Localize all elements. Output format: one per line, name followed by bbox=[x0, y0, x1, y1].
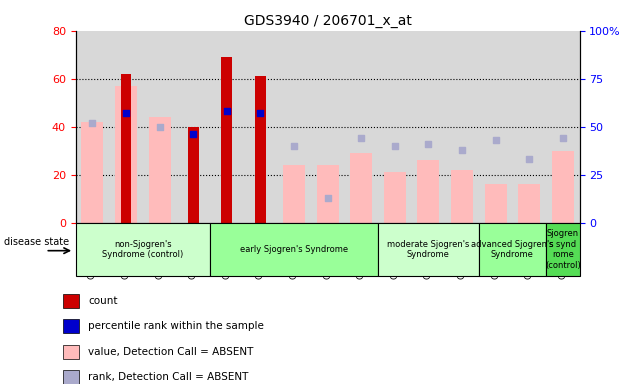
Text: percentile rank within the sample: percentile rank within the sample bbox=[88, 321, 264, 331]
Title: GDS3940 / 206701_x_at: GDS3940 / 206701_x_at bbox=[244, 14, 411, 28]
Text: value, Detection Call = ABSENT: value, Detection Call = ABSENT bbox=[88, 347, 253, 357]
Point bbox=[222, 108, 232, 114]
Bar bbox=[188, 127, 198, 223]
Text: count: count bbox=[88, 296, 118, 306]
Text: Sjogren
s synd
rome
(control): Sjogren s synd rome (control) bbox=[545, 230, 581, 270]
Text: rank, Detection Call = ABSENT: rank, Detection Call = ABSENT bbox=[88, 372, 249, 382]
Text: non-Sjogren's
Syndrome (control): non-Sjogren's Syndrome (control) bbox=[102, 240, 183, 259]
Text: disease state: disease state bbox=[4, 237, 69, 247]
Bar bbox=[63, 294, 79, 308]
Bar bbox=[378, 223, 479, 276]
Point bbox=[154, 124, 164, 130]
Text: early Sjogren's Syndrome: early Sjogren's Syndrome bbox=[240, 245, 348, 254]
Bar bbox=[479, 223, 546, 276]
Bar bbox=[384, 172, 406, 223]
Point bbox=[289, 143, 299, 149]
Bar bbox=[317, 165, 338, 223]
Bar bbox=[115, 86, 137, 223]
Bar bbox=[63, 319, 79, 333]
Bar bbox=[63, 370, 79, 384]
Point bbox=[356, 135, 366, 141]
Bar bbox=[484, 184, 507, 223]
Bar bbox=[221, 57, 232, 223]
Bar bbox=[76, 223, 210, 276]
Point bbox=[491, 137, 501, 143]
Bar bbox=[81, 122, 103, 223]
Point bbox=[457, 147, 467, 153]
Bar bbox=[418, 161, 439, 223]
Bar bbox=[546, 223, 580, 276]
Point bbox=[524, 156, 534, 162]
Point bbox=[188, 131, 198, 137]
Bar bbox=[120, 74, 132, 223]
Point bbox=[255, 110, 265, 116]
Bar bbox=[552, 151, 574, 223]
Bar bbox=[255, 76, 266, 223]
Bar bbox=[451, 170, 473, 223]
Point bbox=[88, 120, 98, 126]
Bar bbox=[210, 223, 378, 276]
Bar bbox=[518, 184, 540, 223]
Text: moderate Sjogren's
Syndrome: moderate Sjogren's Syndrome bbox=[387, 240, 469, 259]
Point bbox=[423, 141, 433, 147]
Point bbox=[323, 195, 333, 201]
Bar bbox=[63, 345, 79, 359]
Bar bbox=[350, 153, 372, 223]
Point bbox=[558, 135, 568, 141]
Point bbox=[121, 110, 131, 116]
Bar bbox=[283, 165, 305, 223]
Text: advanced Sjogren's
Syndrome: advanced Sjogren's Syndrome bbox=[471, 240, 554, 259]
Point bbox=[390, 143, 400, 149]
Bar bbox=[149, 117, 171, 223]
